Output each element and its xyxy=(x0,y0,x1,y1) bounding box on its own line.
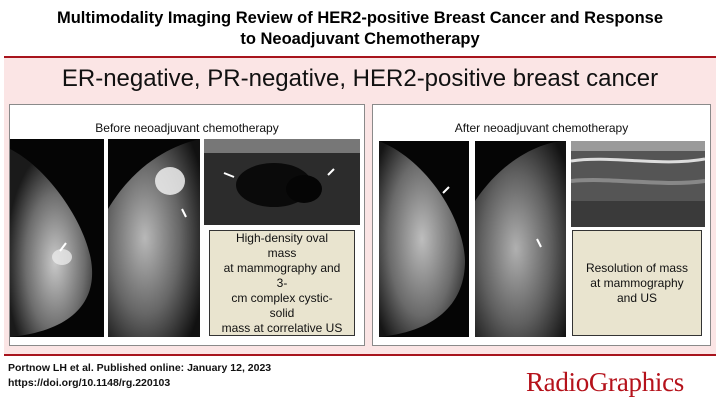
citation: Portnow LH et al. Published online: Janu… xyxy=(8,361,271,391)
citation-doi-link[interactable]: https://doi.org/10.1148/rg.220103 xyxy=(8,377,171,389)
bottom-divider xyxy=(4,354,716,356)
after-label: After neoadjuvant chemotherapy xyxy=(454,121,629,135)
page-title: Multimodality Imaging Review of HER2-pos… xyxy=(0,8,720,50)
ultrasound-after xyxy=(571,141,705,227)
before-treatment-box: Before neoadjuvant chemotherapy xyxy=(9,104,365,346)
mammogram-after-cc xyxy=(475,141,566,337)
title-line-2: to Neoadjuvant Chemotherapy xyxy=(240,30,480,48)
after-caption: Resolution of mass at mammography and US xyxy=(572,230,702,336)
mammogram-before-mlo xyxy=(10,139,104,337)
mammogram-after-mlo xyxy=(379,141,469,337)
citation-line-1: Portnow LH et al. Published online: Janu… xyxy=(8,362,272,374)
ultrasound-before xyxy=(204,139,360,225)
before-label: Before neoadjuvant chemotherapy xyxy=(95,121,279,135)
title-line-1: Multimodality Imaging Review of HER2-pos… xyxy=(56,9,664,27)
section-heading: ER-negative, PR-negative, HER2-positive … xyxy=(61,65,659,92)
after-treatment-box: After neoadjuvant chemotherapy xyxy=(372,104,711,346)
before-caption: High-density oval mass at mammography an… xyxy=(209,230,355,336)
radiographics-logo: RadioGraphics xyxy=(525,367,684,397)
mammogram-before-cc xyxy=(108,139,200,337)
top-divider xyxy=(4,56,716,58)
